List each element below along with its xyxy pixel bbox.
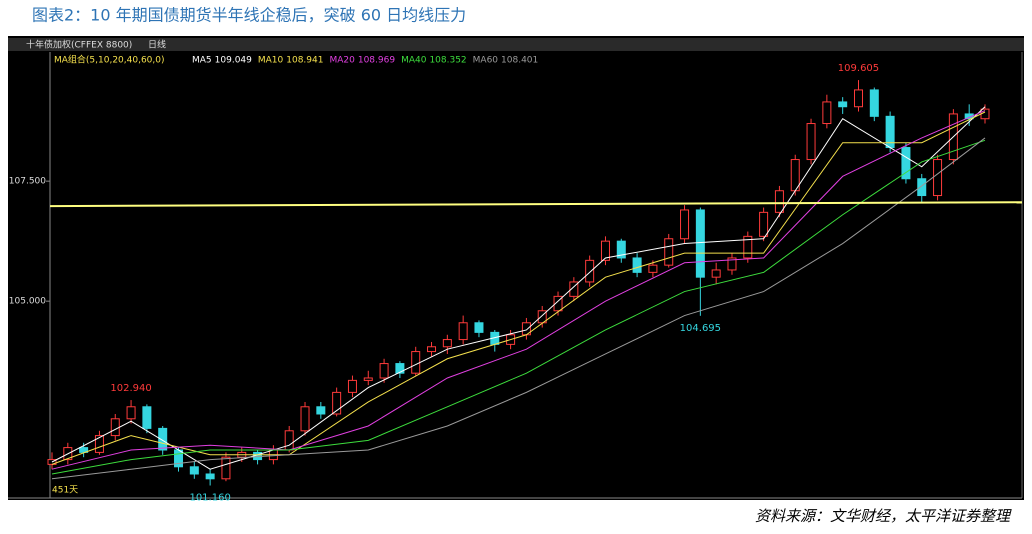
y-tick-label: 105.000 — [9, 297, 46, 307]
legend-value: 109.049 — [215, 56, 252, 66]
legend-value: 108.401 — [501, 56, 538, 66]
candle-body — [427, 346, 437, 353]
candle-body — [759, 211, 769, 237]
legend-name: MA10 — [258, 56, 284, 66]
figure-title: 图表2：10 年期国债期货半年线企稳后，突破 60 日均线压力 — [32, 6, 466, 25]
candle-body — [600, 240, 610, 261]
legend-name: MA40 — [401, 56, 427, 66]
legend-name: MA60 — [473, 56, 499, 66]
annotation: 109.605 — [838, 63, 879, 74]
candle-body — [300, 406, 310, 432]
candle-body — [205, 473, 215, 480]
candle-body — [743, 235, 753, 259]
legend-name: MA20 — [329, 56, 355, 66]
candle-body — [110, 418, 120, 437]
candle-body — [680, 209, 690, 240]
chart-panel — [8, 36, 1024, 500]
ma-line — [51, 111, 986, 465]
header-bar — [8, 38, 1024, 51]
period: 日线 — [148, 39, 166, 51]
instrument: 十年债加权(CFFEX 8800) — [26, 39, 132, 51]
candle-body — [458, 322, 468, 341]
candle-body — [94, 435, 104, 453]
candle-body — [189, 466, 199, 475]
candle-body — [411, 351, 421, 374]
ma-line — [51, 110, 986, 470]
candle-body — [695, 209, 705, 278]
candle-body — [142, 406, 152, 429]
candle-body — [379, 363, 389, 379]
candle-body — [616, 240, 626, 259]
legend-name: MA5 — [192, 56, 212, 66]
trend-line — [49, 201, 1023, 208]
y-tick-label: 107.500 — [9, 177, 46, 187]
days-label: 451天 — [52, 486, 78, 496]
candle-body — [569, 281, 579, 297]
candle-body — [727, 257, 737, 271]
candle-body — [126, 406, 136, 420]
candle-body — [284, 430, 294, 451]
candle-body — [648, 264, 658, 273]
candle-body — [363, 377, 373, 381]
candle-body — [901, 147, 911, 180]
candle-body — [158, 427, 168, 451]
annotation: 104.695 — [680, 323, 721, 334]
candle-body — [632, 257, 642, 273]
candle-body — [806, 123, 816, 161]
annotation: 101.160 — [189, 493, 230, 504]
candle-body — [822, 101, 832, 125]
legend-value: 108.969 — [358, 56, 395, 66]
ma-line — [51, 137, 986, 480]
candle-body — [964, 113, 974, 120]
ma-group: MA组合(5,10,20,40,60,0) — [54, 54, 165, 66]
candle-body — [347, 379, 357, 393]
candle-body — [664, 238, 674, 266]
candle-body — [395, 363, 405, 374]
annotation: 102.940 — [110, 383, 151, 394]
candle-body — [711, 269, 721, 278]
candle-body — [853, 89, 863, 108]
candle-body — [838, 101, 848, 108]
candle-body — [917, 178, 927, 197]
candle-body — [442, 339, 452, 348]
candle-body — [553, 295, 563, 312]
candle-body — [474, 322, 484, 333]
candle-body — [221, 456, 231, 480]
candle-body — [585, 259, 595, 283]
candle-body — [869, 89, 879, 117]
candle-body — [933, 159, 943, 197]
source: 资料来源：文华财经，太平洋证券整理 — [755, 507, 1012, 525]
candle-body — [316, 406, 326, 415]
legend-value: 108.352 — [429, 56, 466, 66]
ma-line — [51, 106, 986, 470]
candle-body — [774, 190, 784, 213]
ma-line — [51, 139, 986, 475]
legend-value: 108.941 — [286, 56, 323, 66]
candle-body — [332, 391, 342, 415]
